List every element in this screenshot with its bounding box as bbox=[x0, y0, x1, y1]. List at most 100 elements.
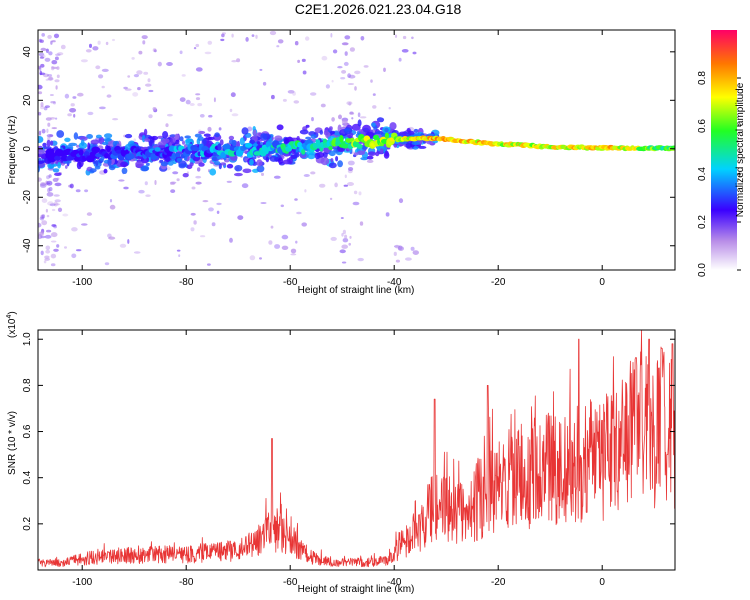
spectrogram-speckle bbox=[47, 122, 51, 127]
spectrogram-speckle bbox=[341, 232, 344, 237]
spectrogram-cell bbox=[239, 137, 245, 146]
spectrogram-speckle bbox=[50, 240, 57, 243]
spectrogram-speckle bbox=[290, 248, 297, 254]
spectrogram-cell bbox=[277, 157, 284, 164]
spectrogram-speckle bbox=[213, 97, 216, 103]
spectrogram-speckle bbox=[331, 79, 334, 83]
spectrogram-speckle bbox=[104, 262, 110, 266]
spectrogram-speckle bbox=[40, 250, 44, 256]
spectrogram-speckle bbox=[341, 244, 349, 249]
spectrogram-speckle bbox=[370, 79, 373, 83]
spectrogram-speckle bbox=[44, 234, 52, 239]
spectrogram-marks bbox=[38, 30, 675, 267]
spectrogram-speckle bbox=[75, 189, 81, 193]
spectrogram-cell bbox=[189, 162, 194, 167]
spectrogram-speckle bbox=[301, 58, 306, 63]
spectrogram-cell bbox=[80, 139, 85, 147]
spectrogram-speckle bbox=[45, 249, 51, 254]
spectrogram-speckle bbox=[220, 38, 225, 42]
spectrogram-core-cell bbox=[223, 143, 231, 151]
spectrogram-speckle bbox=[45, 48, 49, 54]
snr-y-tick-label: 0.8 bbox=[22, 378, 33, 392]
spectrogram-speckle bbox=[77, 92, 84, 97]
spectrogram-speckle bbox=[401, 49, 409, 53]
spectrogram-speckle bbox=[193, 47, 197, 50]
spectrogram-core-cell bbox=[356, 143, 363, 149]
spectrogram-speckle bbox=[46, 214, 50, 218]
spectrogram-cell bbox=[135, 156, 144, 160]
spectrogram-cell bbox=[214, 132, 220, 138]
spectrogram-cell bbox=[205, 140, 214, 147]
spectrogram-speckle bbox=[54, 56, 59, 61]
spectrogram-speckle bbox=[178, 254, 181, 257]
spectrogram-speckle bbox=[290, 253, 297, 256]
spectrogram-speckle bbox=[344, 234, 348, 239]
spectrogram-speckle bbox=[148, 114, 153, 119]
spectrogram-speckle bbox=[363, 65, 369, 68]
spectrogram-speckle bbox=[294, 198, 298, 201]
spectrogram-speckle bbox=[127, 75, 131, 78]
spectrogram-core-cell bbox=[78, 149, 84, 156]
spectrogram-core-cell bbox=[245, 142, 253, 148]
spectrogram-speckle bbox=[320, 103, 326, 108]
spectrogram-speckle bbox=[51, 40, 56, 43]
spectrogram-speckle bbox=[226, 180, 232, 183]
spectrogram-cell bbox=[92, 160, 96, 164]
spectrogram-speckle bbox=[101, 68, 109, 72]
spectrogram-speckle bbox=[124, 88, 132, 91]
spectrogram-cell bbox=[184, 135, 191, 139]
spectrogram-speckle bbox=[372, 93, 376, 96]
spectrogram-speckle bbox=[348, 74, 356, 79]
spectrogram-speckle bbox=[51, 224, 57, 227]
spectrogram-cell bbox=[375, 151, 380, 157]
spectrogram-speckle bbox=[56, 244, 60, 248]
spectrogram-cell bbox=[305, 136, 311, 140]
spectrogram-speckle bbox=[41, 198, 48, 204]
spectrogram-cell bbox=[53, 146, 59, 151]
spectrogram-speckle bbox=[338, 114, 342, 120]
spectrogram-speckle bbox=[54, 199, 61, 203]
spectrogram-speckle bbox=[89, 43, 92, 49]
spectrogram-speckle bbox=[281, 234, 289, 240]
spectrogram-cell bbox=[100, 156, 105, 162]
spectrogram-speckle bbox=[127, 239, 130, 244]
spectrogram-speckle bbox=[157, 61, 162, 67]
spectrogram-cell bbox=[38, 160, 44, 165]
spectrogram-speckle bbox=[144, 181, 148, 186]
colorbar-tick-label: 0.0 bbox=[697, 263, 708, 277]
spectrogram-speckle bbox=[98, 74, 104, 79]
spectrogram-cell bbox=[329, 126, 333, 131]
spectrogram-speckle bbox=[80, 59, 88, 63]
spectrogram-cell bbox=[367, 151, 376, 156]
spectrogram-speckle bbox=[343, 61, 349, 66]
spectrogram-speckle bbox=[64, 246, 67, 249]
spectrogram-speckle bbox=[86, 212, 92, 216]
spectrogram-speckle bbox=[38, 130, 42, 136]
spectrogram-speckle bbox=[301, 222, 308, 227]
spectrogram-speckle bbox=[56, 66, 60, 70]
spectrogram-speckle bbox=[343, 184, 348, 187]
spectrogram-cell bbox=[38, 149, 45, 155]
spectrogram-speckle bbox=[176, 249, 181, 252]
spectrogram-speckle bbox=[190, 227, 195, 232]
spectrogram-core-cell bbox=[326, 139, 331, 147]
spectrogram-cell bbox=[86, 134, 93, 139]
spectrogram-cell bbox=[89, 168, 97, 173]
spectrogram-x-tick-label: -60 bbox=[283, 277, 298, 288]
spectrogram-speckle bbox=[360, 36, 365, 41]
spectrogram-cell bbox=[337, 160, 343, 168]
spectrogram-cell bbox=[103, 168, 108, 174]
spectrogram-speckle bbox=[45, 78, 49, 81]
spectrogram-cell bbox=[234, 165, 243, 172]
spectrogram-speckle bbox=[142, 40, 146, 45]
spectrogram-speckle bbox=[101, 85, 105, 89]
spectrogram-speckle bbox=[197, 103, 203, 107]
snr-frame bbox=[37, 329, 676, 571]
spectrogram-speckle bbox=[359, 116, 367, 119]
spectrogram-cell bbox=[175, 139, 180, 144]
spectrogram-panel: -100 -80 -60 -40 -20 0 -40 -20 0 20 40 Height of … bbox=[7, 29, 676, 296]
spectrogram-speckle bbox=[341, 70, 347, 74]
spectrogram-speckle bbox=[262, 81, 267, 86]
spectrogram-cell bbox=[68, 142, 78, 147]
spectrogram-speckle bbox=[46, 128, 49, 133]
